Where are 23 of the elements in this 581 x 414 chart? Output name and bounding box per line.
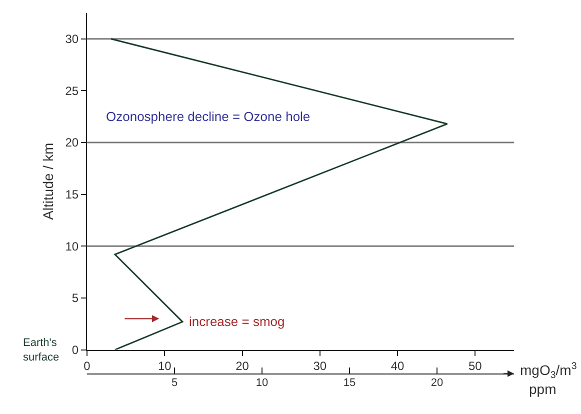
x-tick-label: 10: [158, 359, 172, 374]
x2-tick-label: 15: [343, 376, 356, 389]
x2-tick-label: 10: [256, 376, 268, 389]
y-tick-label: 15: [65, 188, 79, 202]
y-tick-label: 25: [65, 84, 79, 98]
x-tick-label: 40: [390, 359, 405, 374]
x2-tick-label: 20: [430, 376, 444, 389]
x-tick-label: 20: [236, 359, 250, 374]
x-tick-label: 0: [84, 359, 91, 374]
y-tick-label: 5: [72, 291, 79, 306]
annotation: Ozonosphere decline = Ozone hole: [106, 109, 310, 124]
y-tick-label: 10: [65, 239, 79, 254]
annotation: increase = smog: [189, 314, 285, 329]
x-tick-label: 50: [468, 359, 482, 374]
y-tick-label: 20: [65, 136, 79, 150]
x2-tick-label: 5: [171, 376, 178, 389]
x-tick-label: 30: [313, 359, 327, 374]
x-axis-title: mgO$_{3}$/m$^{3}$: [520, 361, 578, 381]
y-axis-title: Altitude / km: [40, 142, 56, 220]
x2-axis-title: ppm: [529, 381, 556, 397]
y-tick-label: 30: [65, 32, 79, 46]
text: Earth's surface: [23, 337, 60, 364]
y-tick-label: 0: [72, 342, 79, 357]
